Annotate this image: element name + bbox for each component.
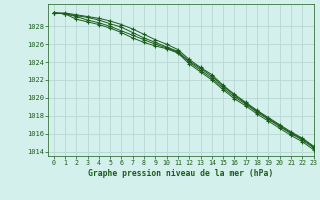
X-axis label: Graphe pression niveau de la mer (hPa): Graphe pression niveau de la mer (hPa)	[88, 169, 273, 178]
